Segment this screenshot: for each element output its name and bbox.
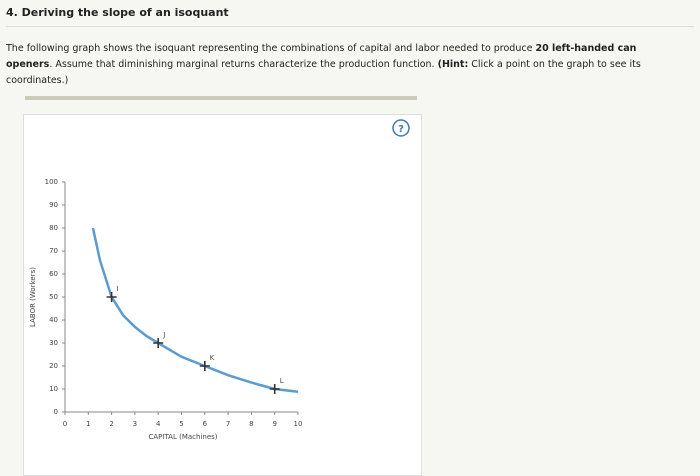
x-tick-label: 0 — [63, 420, 67, 428]
help-icon[interactable] — [392, 119, 410, 137]
point-marker[interactable] — [106, 292, 117, 302]
y-tick-label: 50 — [49, 293, 58, 301]
y-tick-label: 70 — [49, 247, 58, 255]
text: Click a point on the graph to see its co… — [6, 59, 641, 86]
y-tick-label: 100 — [45, 178, 58, 186]
chart: ? CAPITAL (Machines) LABOR (Workers) 010… — [29, 119, 410, 441]
y-tick-label: 80 — [49, 224, 58, 232]
heading: 4. Deriving the slope of an isoquant — [6, 6, 694, 27]
text: . Assume that diminishing marginal retur… — [49, 59, 438, 70]
point-label: K — [210, 354, 215, 362]
x-tick-label: 6 — [203, 420, 208, 428]
point-marker[interactable] — [153, 338, 164, 348]
instructions: The following graph shows the isoquant r… — [6, 41, 686, 89]
x-tick-label: 9 — [272, 420, 276, 428]
help-icon-text[interactable]: ? — [398, 124, 404, 135]
point-label: L — [280, 377, 284, 385]
point-marker[interactable] — [269, 384, 280, 394]
x-tick-label: 8 — [249, 420, 253, 428]
x-tick-label: 3 — [133, 420, 137, 428]
y-tick-label: 0 — [54, 408, 58, 416]
x-tick-label: 5 — [179, 420, 183, 428]
y-tick-label: 40 — [49, 316, 58, 324]
graph-panel — [23, 114, 422, 476]
point-label: I — [117, 285, 119, 293]
x-tick-label: 10 — [294, 420, 303, 428]
point-label: J — [162, 331, 165, 339]
y-tick-label: 60 — [49, 270, 58, 278]
divider — [25, 96, 417, 100]
x-tick-label: 1 — [86, 420, 90, 428]
page: 4. Deriving the slope of an isoquant The… — [6, 6, 694, 476]
text: The following graph shows the isoquant r… — [6, 43, 536, 54]
x-axis-title: CAPITAL (Machines) — [148, 433, 217, 441]
x-tick-label: 7 — [226, 420, 230, 428]
y-tick-label: 90 — [49, 201, 58, 209]
x-tick-label: 4 — [156, 420, 161, 428]
isoquant — [91, 227, 299, 394]
point-marker[interactable] — [199, 361, 210, 371]
y-tick-label: 20 — [49, 362, 58, 370]
y-axis-title: LABOR (Workers) — [29, 267, 37, 327]
x-tick-label: 2 — [109, 420, 113, 428]
text: (Hint: — [437, 59, 469, 70]
y-tick-label: 30 — [49, 339, 58, 347]
y-tick-label: 10 — [49, 385, 58, 393]
text: 20 left-handed can openers — [6, 43, 637, 70]
